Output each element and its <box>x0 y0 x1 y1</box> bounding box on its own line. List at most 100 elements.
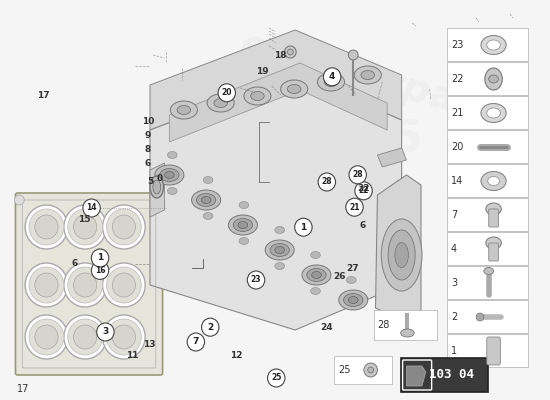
Ellipse shape <box>307 268 326 282</box>
Ellipse shape <box>481 172 506 190</box>
Ellipse shape <box>153 180 161 194</box>
Ellipse shape <box>228 215 257 235</box>
Ellipse shape <box>344 294 363 306</box>
Ellipse shape <box>265 240 294 260</box>
Polygon shape <box>169 63 387 142</box>
Circle shape <box>349 166 366 184</box>
Text: 3: 3 <box>451 278 457 288</box>
Circle shape <box>103 263 145 307</box>
Text: 11: 11 <box>126 351 138 360</box>
Text: 22: 22 <box>358 186 369 195</box>
Circle shape <box>25 263 68 307</box>
Circle shape <box>35 325 58 349</box>
Ellipse shape <box>395 242 409 268</box>
Ellipse shape <box>207 94 234 112</box>
Text: 19: 19 <box>256 67 268 76</box>
Text: 2: 2 <box>451 312 457 322</box>
Polygon shape <box>150 30 402 130</box>
Polygon shape <box>406 366 426 386</box>
Ellipse shape <box>324 78 338 86</box>
Text: eurocarparts: eurocarparts <box>236 25 519 135</box>
Ellipse shape <box>489 75 498 83</box>
Circle shape <box>64 263 107 307</box>
Circle shape <box>68 209 103 245</box>
Polygon shape <box>376 175 421 320</box>
Polygon shape <box>150 75 402 330</box>
Ellipse shape <box>311 270 320 276</box>
Ellipse shape <box>312 272 321 278</box>
Ellipse shape <box>381 219 422 291</box>
Text: 1: 1 <box>300 223 306 232</box>
Ellipse shape <box>317 73 344 91</box>
Circle shape <box>29 209 64 245</box>
Circle shape <box>112 325 135 349</box>
FancyBboxPatch shape <box>334 356 392 384</box>
Circle shape <box>64 315 107 359</box>
Text: 6: 6 <box>145 160 151 168</box>
Circle shape <box>35 215 58 239</box>
Circle shape <box>323 68 341 86</box>
Ellipse shape <box>481 104 506 122</box>
Ellipse shape <box>346 276 356 284</box>
Circle shape <box>112 273 135 297</box>
Circle shape <box>103 315 145 359</box>
FancyBboxPatch shape <box>489 209 498 227</box>
Text: 23: 23 <box>251 276 261 284</box>
Ellipse shape <box>487 108 500 118</box>
Text: 22: 22 <box>357 184 369 193</box>
Text: 10: 10 <box>142 118 154 126</box>
Circle shape <box>248 271 265 289</box>
Circle shape <box>355 182 372 200</box>
Ellipse shape <box>302 265 331 285</box>
Text: 9: 9 <box>145 132 151 140</box>
Ellipse shape <box>191 190 221 210</box>
Ellipse shape <box>364 363 377 377</box>
Text: 7: 7 <box>192 338 199 346</box>
Ellipse shape <box>486 203 501 215</box>
Text: 5: 5 <box>147 178 153 186</box>
Text: 1: 1 <box>97 254 103 262</box>
Circle shape <box>68 267 103 303</box>
Polygon shape <box>150 163 164 217</box>
FancyBboxPatch shape <box>447 334 529 367</box>
FancyBboxPatch shape <box>447 130 529 163</box>
FancyBboxPatch shape <box>447 198 529 231</box>
Circle shape <box>35 273 58 297</box>
Text: 1: 1 <box>451 346 457 356</box>
FancyBboxPatch shape <box>447 232 529 265</box>
Text: 16: 16 <box>95 266 105 275</box>
Text: 23: 23 <box>451 40 463 50</box>
Text: 103 04: 103 04 <box>430 368 475 382</box>
Ellipse shape <box>361 70 375 80</box>
Ellipse shape <box>214 98 228 108</box>
FancyBboxPatch shape <box>373 310 437 340</box>
Text: 7: 7 <box>451 210 457 220</box>
Circle shape <box>107 267 141 303</box>
Ellipse shape <box>204 212 213 220</box>
Circle shape <box>318 173 336 191</box>
Ellipse shape <box>239 238 249 244</box>
FancyBboxPatch shape <box>15 193 163 375</box>
Ellipse shape <box>204 176 213 184</box>
Circle shape <box>97 323 114 341</box>
Ellipse shape <box>346 294 356 302</box>
Ellipse shape <box>270 244 289 256</box>
Circle shape <box>64 205 107 249</box>
Circle shape <box>295 218 312 236</box>
Text: 18: 18 <box>274 51 287 60</box>
Text: 28: 28 <box>377 320 390 330</box>
Ellipse shape <box>275 244 284 252</box>
Text: 985: 985 <box>331 118 424 162</box>
Circle shape <box>201 318 219 336</box>
FancyBboxPatch shape <box>487 337 500 365</box>
Text: 25: 25 <box>271 374 282 382</box>
FancyBboxPatch shape <box>447 62 529 95</box>
Ellipse shape <box>348 50 358 60</box>
Ellipse shape <box>196 194 216 206</box>
Ellipse shape <box>164 172 174 178</box>
FancyBboxPatch shape <box>400 358 488 392</box>
Ellipse shape <box>339 290 368 310</box>
Text: 28: 28 <box>322 178 332 186</box>
Ellipse shape <box>400 329 414 337</box>
Circle shape <box>267 369 285 387</box>
